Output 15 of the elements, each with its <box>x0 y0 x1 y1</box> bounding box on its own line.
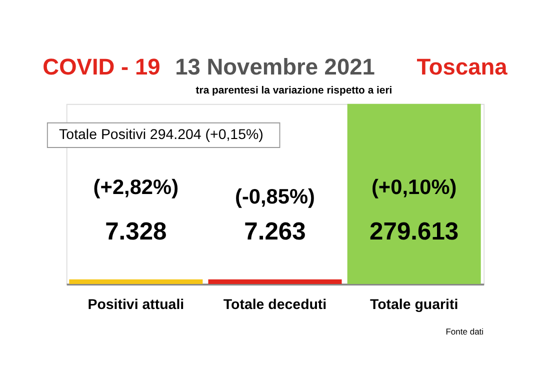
data-label: 7.328 <box>105 218 167 246</box>
chart-title: 13 Novembre 2021 <box>175 53 376 80</box>
source-note: Fonte dati <box>446 326 484 336</box>
x-tick-label: Totale deceduti <box>223 297 327 314</box>
chart-subtitle: tra parentesi la variazione rispetto a ieri <box>196 85 392 96</box>
data-label: 279.613 <box>370 218 459 246</box>
text: COVID - 19 <box>42 53 160 80</box>
annotation: Totale Positivi 294.204 (+0,15%) <box>59 126 264 143</box>
annotation: (+0,10%) <box>371 176 457 199</box>
text: Toscana <box>416 53 508 80</box>
x-tick-label: Totale guariti <box>370 297 458 314</box>
x-tick-label: Positivi attuali <box>88 297 184 314</box>
annotation: (-0,85%) <box>235 185 315 208</box>
annotation: (+2,82%) <box>93 176 179 199</box>
data-label: 7.263 <box>244 218 306 246</box>
